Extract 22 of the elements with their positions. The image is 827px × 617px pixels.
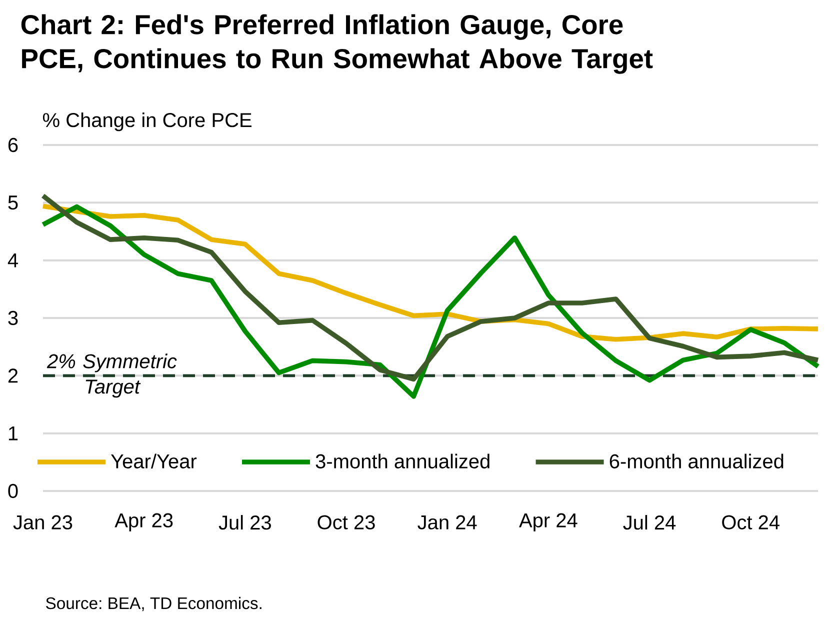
legend-label: Year/Year: [110, 454, 197, 468]
y-tick-label: 4: [8, 253, 18, 268]
x-tick-label: Jan 23: [13, 515, 72, 530]
y-axis-title: % Change in Core PCE: [42, 112, 252, 132]
x-tick-label: Oct 23: [318, 515, 375, 530]
y-tick-label: 0: [8, 484, 18, 498]
y-tick-label: 2: [8, 368, 18, 383]
y-tick-label: 1: [8, 426, 18, 440]
x-tick-label: Jul 24: [623, 514, 676, 530]
legend-label: 3-month annualized: [316, 454, 490, 468]
y-tick-label: 6: [8, 138, 18, 152]
x-tick-label: Apr 24: [519, 513, 578, 532]
x-tick-label: Jul 23: [218, 514, 271, 530]
source-note: Source: BEA, TD Economics.: [46, 596, 262, 612]
chart-title: Chart 2: Fed's Preferred Inflation Gauge, Core PCE, Continues to Run Somewhat Above Target: [21, 14, 653, 74]
legend-label: 6-month annualized: [610, 454, 784, 468]
x-tick-label: Jan 24: [418, 515, 477, 530]
x-tick-label: Apr 23: [114, 513, 173, 532]
x-tick-label: Oct 24: [722, 515, 780, 530]
ref-line-label: 2% Symmetric Target: [46, 354, 177, 398]
y-tick-label: 5: [8, 196, 18, 210]
y-tick-label: 3: [8, 310, 18, 326]
